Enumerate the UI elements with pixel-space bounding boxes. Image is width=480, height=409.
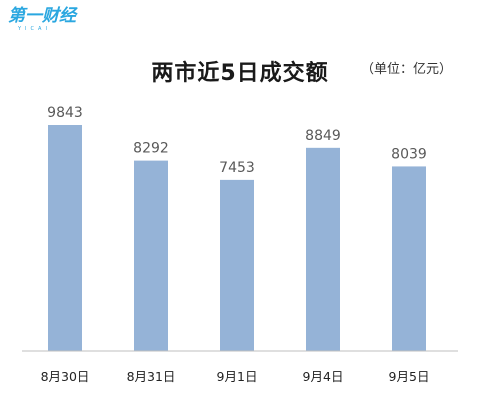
category-label-3: 9月1日 (217, 369, 258, 384)
yicai-logo: 第一财经 YICAI (8, 6, 88, 34)
bar-5 (392, 166, 426, 351)
value-label-5: 8039 (391, 146, 427, 162)
category-label-4: 9月4日 (303, 369, 344, 384)
bar-3 (220, 179, 254, 351)
chart-title: 两市近5日成交额 (151, 61, 329, 86)
bar-1 (48, 125, 82, 351)
unit-note: （单位：亿元） (360, 62, 452, 77)
logo-text: 第一财经 (8, 6, 76, 26)
value-label-2: 8292 (133, 141, 169, 157)
category-label-1: 8月30日 (41, 369, 90, 384)
category-label-2: 8月31日 (127, 369, 176, 384)
bars-group (48, 125, 426, 351)
bar-4 (306, 147, 340, 351)
value-label-1: 9843 (47, 105, 83, 121)
value-label-3: 7453 (219, 160, 255, 176)
logo-subtext: YICAI (18, 26, 51, 32)
value-label-4: 8849 (305, 128, 341, 144)
category-label-5: 9月5日 (389, 369, 430, 384)
bar-2 (134, 160, 168, 351)
labels-group: 9843 8月30日 8292 8月31日 7453 9月1日 8849 9月4日 8039 9月… (41, 105, 430, 384)
